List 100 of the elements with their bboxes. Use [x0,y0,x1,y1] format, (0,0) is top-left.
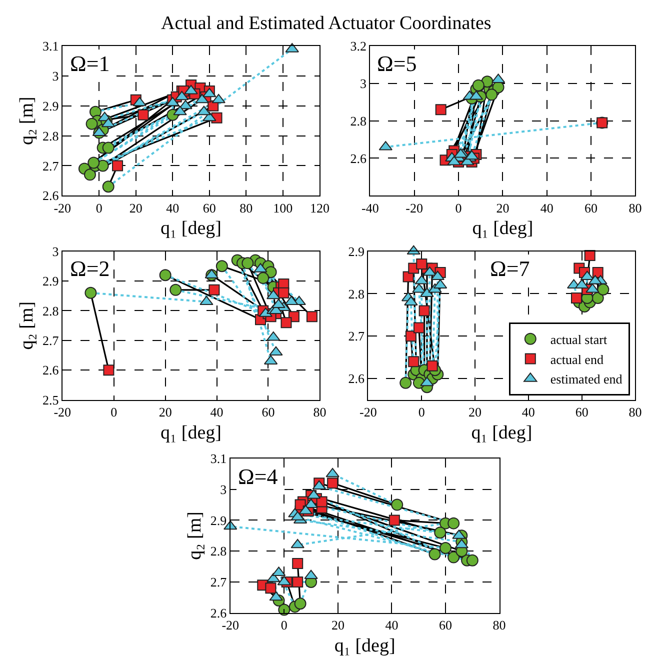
x-axis-title: q₁ [deg] [472,218,534,240]
point [265,582,276,594]
point [416,258,428,270]
point [388,514,400,526]
y-tick-label: 3 [360,76,366,92]
chart-title: Ω=4 [238,464,278,489]
y-tick-label: 2.6 [350,150,367,166]
y-axis-title: q₂ [m] [16,301,38,350]
x-axis-title: q₁ [deg] [160,218,222,240]
x-axis-title: q₁ [deg] [334,635,396,656]
point [570,292,582,304]
x-tick-label: -40 [362,200,379,216]
point [84,286,97,299]
x-tick-label: 100 [273,200,293,216]
point [420,376,434,386]
x-tick-label: 60 [439,618,452,633]
point [434,526,446,539]
x-tick-label: 40 [540,200,554,216]
point [159,269,172,282]
x-tick-label: -20 [222,618,240,633]
point [290,538,304,548]
x-tick-label: 0 [96,200,102,216]
x-axis-title: q₁ [deg] [160,422,222,444]
point [266,290,280,300]
point [327,478,338,489]
x-axis-title: q₁ [deg] [471,422,532,444]
x-tick-label: -20 [54,404,72,420]
y-tick-label: 3 [52,68,59,84]
point [216,260,228,272]
point [486,88,498,101]
y-tick-label: 2.6 [42,362,60,378]
chart-title: Ω=1 [70,51,110,76]
point [212,94,226,104]
point [597,283,610,296]
point [448,551,460,564]
x-tick-label: 80 [628,404,642,420]
legend-label: estimated end [550,372,623,387]
point [112,160,124,172]
point [257,272,270,284]
x-tick-label: 0 [418,404,425,420]
point [242,257,254,270]
x-tick-label: 0 [455,200,462,216]
point [266,331,280,341]
point [466,554,478,566]
point [173,106,187,116]
y-tick-label: 2.7 [210,574,228,590]
point [200,296,214,306]
point [447,156,461,166]
point [326,468,340,478]
x-tick-label: 20 [129,200,142,216]
point [391,498,404,511]
point [197,106,211,116]
point [202,88,216,98]
point [102,142,114,154]
x-tick-label: 80 [313,404,326,420]
x-tick-label: 60 [262,404,275,420]
x-tick-label: 0 [110,404,118,420]
x-tick-label: 120 [310,200,330,216]
point [280,317,292,328]
legend-label: actual start [550,332,608,347]
y-tick-label: 3 [52,244,59,259]
point [292,576,304,588]
x-tick-label: 40 [166,200,180,216]
text: Actual and Estimated Actuator Coordinates [161,13,492,34]
point [84,168,96,181]
point [269,346,283,356]
x-tick-label: 20 [158,404,172,420]
point [269,591,283,601]
y-tick-label: 3.2 [350,38,366,54]
chart-title: Ω=5 [377,51,417,76]
y-tick-label: 2.7 [42,332,60,348]
point [195,94,209,104]
point [202,112,216,122]
y-axis-title: q₂ [m] [16,96,38,145]
x-tick-label: -20 [406,200,424,216]
y-tick-label: 2.9 [210,512,227,528]
point [86,118,98,130]
x-tick-label: 80 [240,200,253,216]
x-tick-label: 40 [385,618,398,633]
point [312,480,326,490]
point [278,287,290,298]
x-tick-label: 20 [331,618,344,633]
point [292,558,304,569]
point [586,283,600,293]
point [428,548,441,560]
chart-title: Ω=7 [490,256,530,281]
point [408,356,420,368]
x-tick-label: 80 [492,618,506,633]
y-tick-label: 2.9 [348,244,365,259]
point [304,498,318,508]
x-tick-label: 60 [584,200,598,216]
chart-title: Ω=2 [70,256,110,281]
point [96,160,109,172]
y-tick-label: 2.8 [350,113,366,128]
point [400,376,412,389]
point [294,598,306,610]
point [426,360,438,372]
x-tick-label: 60 [575,404,588,420]
x-tick-label: 60 [202,200,216,216]
point [448,517,460,530]
